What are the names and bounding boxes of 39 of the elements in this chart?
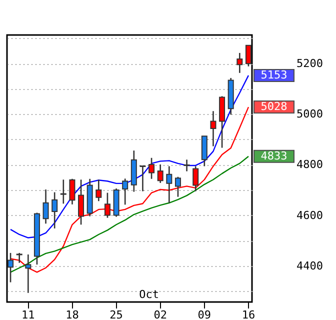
candlestick bbox=[16, 252, 22, 264]
x-tick-label: 18 bbox=[66, 308, 79, 320]
candlestick bbox=[104, 192, 110, 218]
candlestick bbox=[245, 44, 252, 67]
line-series bbox=[10, 74, 250, 238]
y-tick-label: 4400 bbox=[296, 259, 323, 272]
candlestick bbox=[122, 178, 128, 206]
candlestick bbox=[69, 178, 76, 206]
candlestick bbox=[52, 192, 58, 230]
data-label: 5153 bbox=[260, 68, 288, 82]
annotation: Oct bbox=[139, 288, 160, 301]
x-tick-label: 11 bbox=[22, 308, 35, 320]
candlestick bbox=[8, 252, 14, 283]
line-series bbox=[10, 156, 250, 273]
x-tick-label: 02 bbox=[154, 308, 167, 320]
candlestick bbox=[96, 178, 102, 202]
y-tick-label: 5000 bbox=[296, 108, 323, 121]
x-tick-label: 25 bbox=[110, 308, 123, 320]
y-tick-label: 4600 bbox=[296, 208, 323, 222]
data-label: 4833 bbox=[260, 149, 288, 162]
candlestick bbox=[236, 52, 243, 74]
candlestick bbox=[192, 166, 199, 192]
candlestick bbox=[60, 178, 66, 204]
candlestick bbox=[201, 135, 208, 167]
data-label: 5028 bbox=[260, 100, 288, 114]
x-tick-label: 09 bbox=[198, 308, 212, 320]
x-tick-label: 16 bbox=[242, 308, 256, 320]
candlestick bbox=[174, 176, 181, 198]
candlestick bbox=[78, 178, 84, 226]
candlestick bbox=[184, 159, 190, 172]
candlestick bbox=[166, 166, 172, 204]
candlestick bbox=[25, 254, 32, 294]
y-tick-label: 5200 bbox=[296, 57, 323, 70]
candlestick bbox=[157, 164, 164, 184]
candlestick bbox=[148, 157, 155, 180]
candlestick bbox=[140, 165, 146, 192]
y-tick-label: 4800 bbox=[296, 158, 323, 172]
candlestick bbox=[42, 188, 49, 224]
candlestick bbox=[210, 110, 216, 147]
